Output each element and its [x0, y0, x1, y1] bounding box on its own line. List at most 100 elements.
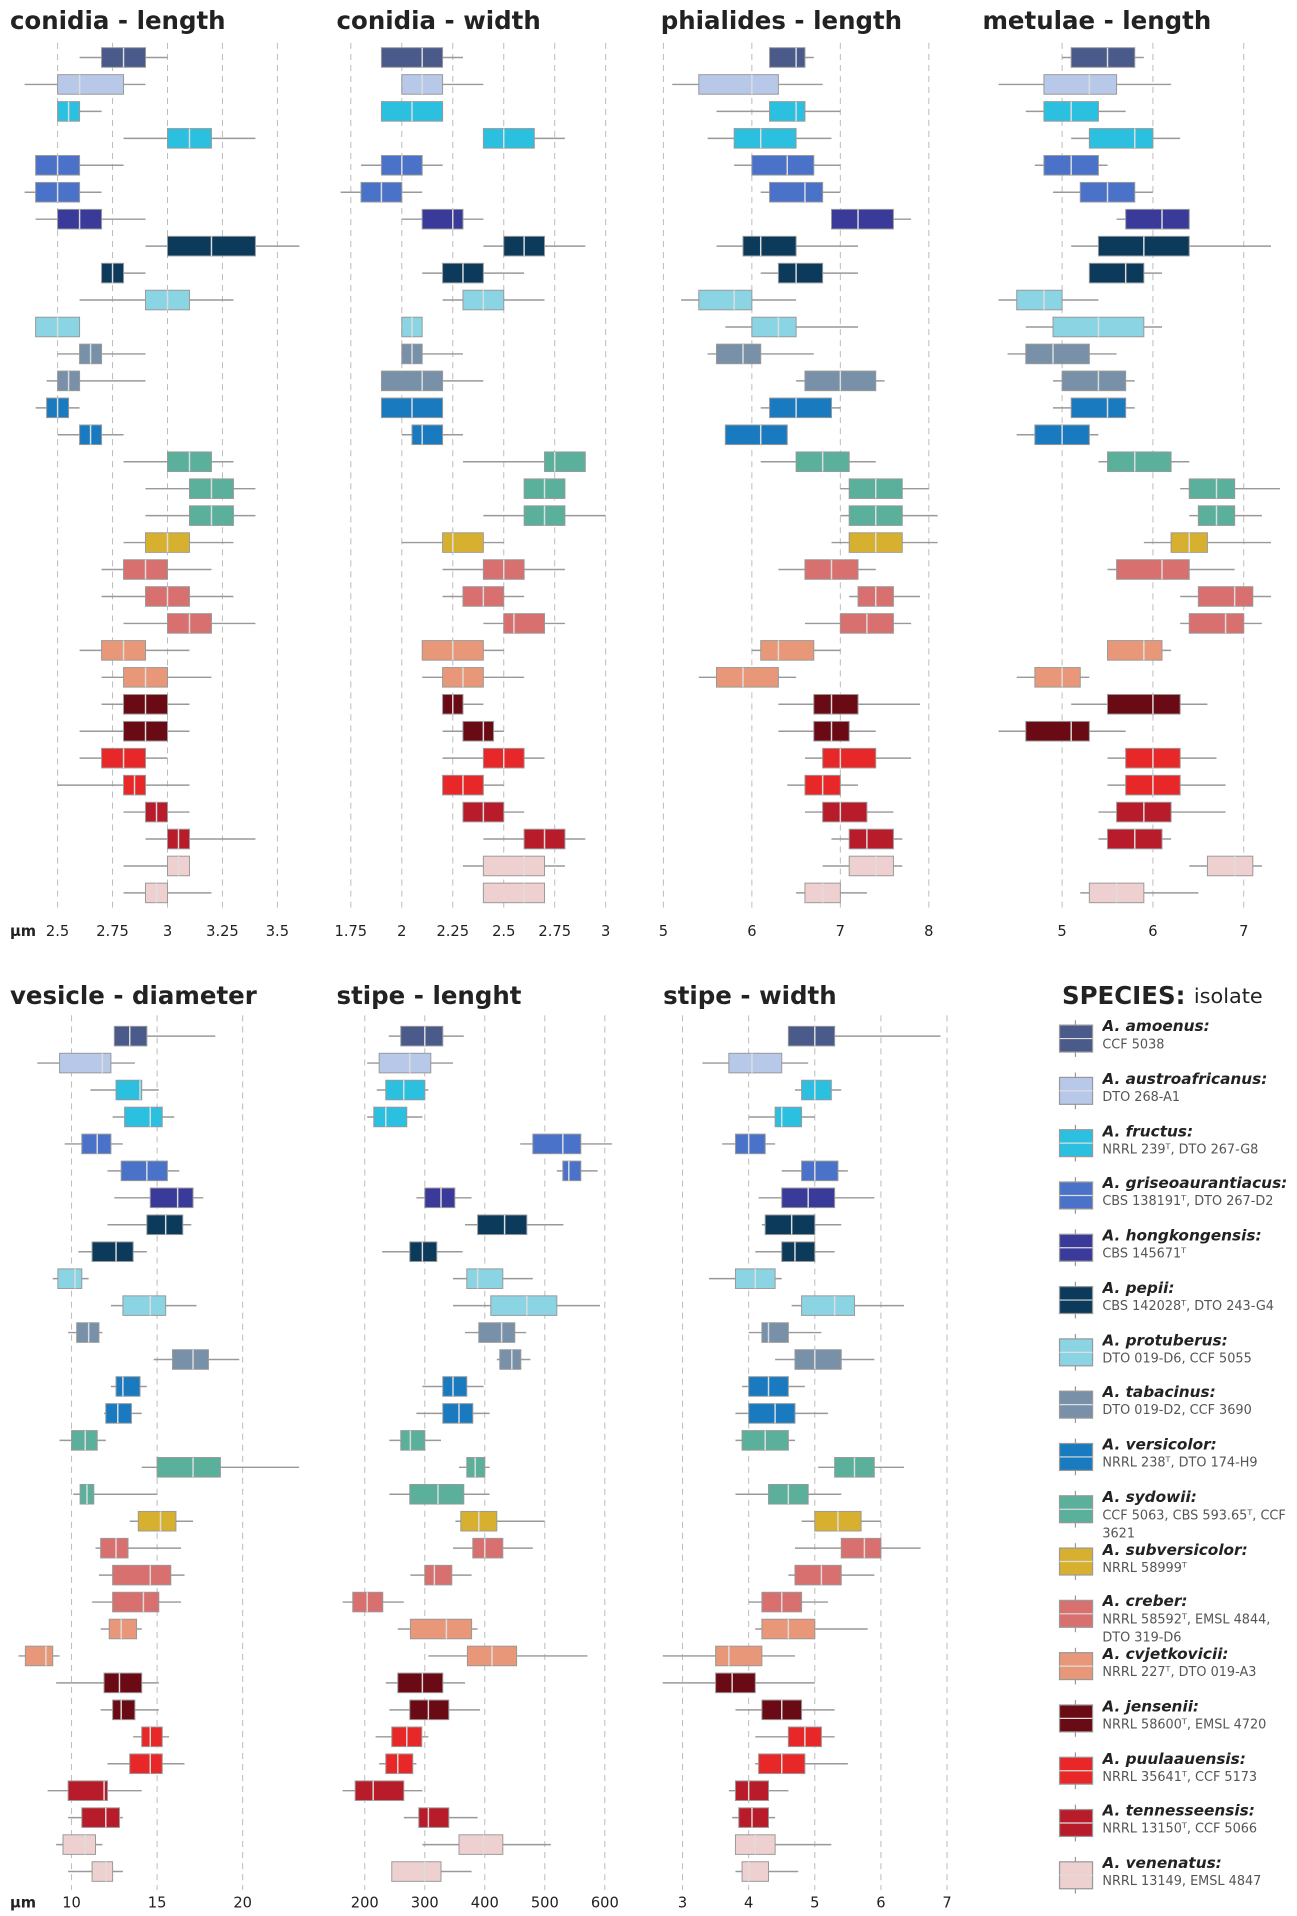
row — [818, 1457, 905, 1478]
legend-name: A. griseoaurantiacus: — [1102, 1174, 1288, 1192]
legend-entry: A. subversicolor: NRRL 58999ᵀ — [1102, 1541, 1295, 1576]
x-tick-label: 4 — [744, 1894, 753, 1911]
row — [735, 1403, 829, 1424]
box — [801, 1079, 832, 1101]
box — [149, 1187, 194, 1209]
box — [400, 1430, 426, 1451]
row — [98, 1564, 185, 1586]
box — [715, 667, 779, 688]
legend-entry: A. griseoaurantiacus: CBS 138191ᵀ, DTO 26… — [1102, 1174, 1288, 1209]
legend-name: A. tennesseensis: — [1102, 1802, 1255, 1820]
row — [64, 1133, 123, 1155]
box — [769, 181, 824, 203]
box — [1107, 451, 1172, 473]
row — [389, 1430, 441, 1451]
box — [76, 1322, 100, 1343]
box — [751, 316, 797, 338]
row — [1071, 128, 1181, 149]
row — [18, 1645, 60, 1667]
row — [464, 1322, 527, 1343]
row — [340, 181, 423, 203]
x-tick-label: 5 — [1057, 923, 1066, 940]
row — [380, 101, 444, 122]
row — [728, 1780, 789, 1801]
row — [804, 801, 894, 823]
box — [760, 640, 815, 661]
x-tick-label: 6 — [1148, 923, 1157, 940]
row — [755, 1753, 848, 1775]
box — [715, 343, 762, 365]
box — [738, 1807, 770, 1828]
row — [389, 1483, 490, 1505]
legend-text: A. fructus: NRRL 239ᵀ, DTO 267-G8 — [1102, 1122, 1295, 1157]
row — [1098, 451, 1190, 473]
row — [56, 1672, 159, 1694]
row — [52, 1268, 89, 1289]
legend-text: A. pepii: CBS 142028ᵀ, DTO 243-G4 — [1102, 1279, 1295, 1314]
box — [71, 1430, 98, 1451]
legend-text: A. protuberus: DTO 019-D6, CCF 5055 — [1102, 1332, 1295, 1367]
row — [401, 316, 423, 338]
box — [787, 1025, 836, 1047]
row — [1098, 801, 1226, 823]
legend-name: A. cvjetkovicii: — [1102, 1645, 1229, 1663]
legend-entry: A. puulaauensis:NRRL 35641ᵀ, CCF 5173 — [1102, 1750, 1257, 1784]
row — [831, 828, 903, 850]
legend-text: A. austroafricanus: DTO 268-A1 — [1102, 1070, 1295, 1105]
legend-text: A. creber: NRRL 58592ᵀ, EMSL 4844, DTO 31… — [1102, 1593, 1295, 1644]
box — [462, 720, 495, 742]
row — [47, 1780, 142, 1801]
legend-text: A. cvjetkovicii: NRRL 227ᵀ, DTO 019-A3 — [1102, 1645, 1295, 1680]
row — [380, 397, 444, 419]
legend-text: A. subversicolor: NRRL 58999ᵀ — [1102, 1541, 1295, 1576]
row — [1016, 424, 1099, 446]
row — [59, 1430, 106, 1451]
row — [422, 1834, 551, 1855]
box — [822, 801, 868, 823]
row — [1053, 370, 1135, 392]
row — [389, 1699, 480, 1721]
row — [79, 640, 190, 661]
x-tick-label: 6 — [876, 1894, 885, 1911]
row — [79, 289, 234, 311]
legend-isolates: DTO 019-D6, CCF 5055 — [1102, 1351, 1252, 1366]
row — [556, 1160, 598, 1182]
row — [716, 101, 841, 122]
box — [409, 1241, 438, 1262]
row — [751, 640, 841, 661]
box — [1107, 693, 1181, 715]
row — [24, 181, 102, 203]
row — [380, 370, 484, 392]
row — [452, 1268, 533, 1289]
row — [101, 667, 212, 688]
legend-isolates: CCF 5063, CBS 593.65ᵀ, CCF 3621 — [1102, 1508, 1286, 1540]
row — [1053, 397, 1135, 419]
legend-isolates: NRRL 13149, EMSL 4847 — [1102, 1874, 1262, 1889]
x-tick-label: 2.25 — [436, 923, 469, 940]
legend-isolates: NRRL 58999ᵀ — [1102, 1560, 1187, 1575]
row — [342, 1591, 404, 1613]
row — [79, 47, 168, 68]
box — [1206, 855, 1254, 877]
legend-entry: A. protuberus: DTO 019-D6, CCF 5055 — [1102, 1332, 1295, 1367]
x-tick-label: 500 — [531, 1894, 559, 1911]
row — [380, 47, 463, 68]
row — [403, 1807, 478, 1828]
row — [804, 747, 912, 769]
row — [57, 101, 102, 122]
x-tick-label: 3.25 — [206, 923, 239, 940]
row — [742, 1376, 805, 1397]
row — [831, 208, 912, 230]
box — [478, 1322, 516, 1343]
row — [101, 559, 212, 580]
row — [483, 828, 586, 850]
box — [103, 1672, 143, 1694]
row — [367, 1106, 423, 1128]
row — [775, 1349, 875, 1370]
row — [95, 1537, 182, 1559]
row — [114, 1187, 204, 1209]
row — [1189, 855, 1262, 877]
row — [410, 1564, 472, 1586]
row — [388, 1025, 464, 1047]
row — [998, 74, 1172, 95]
